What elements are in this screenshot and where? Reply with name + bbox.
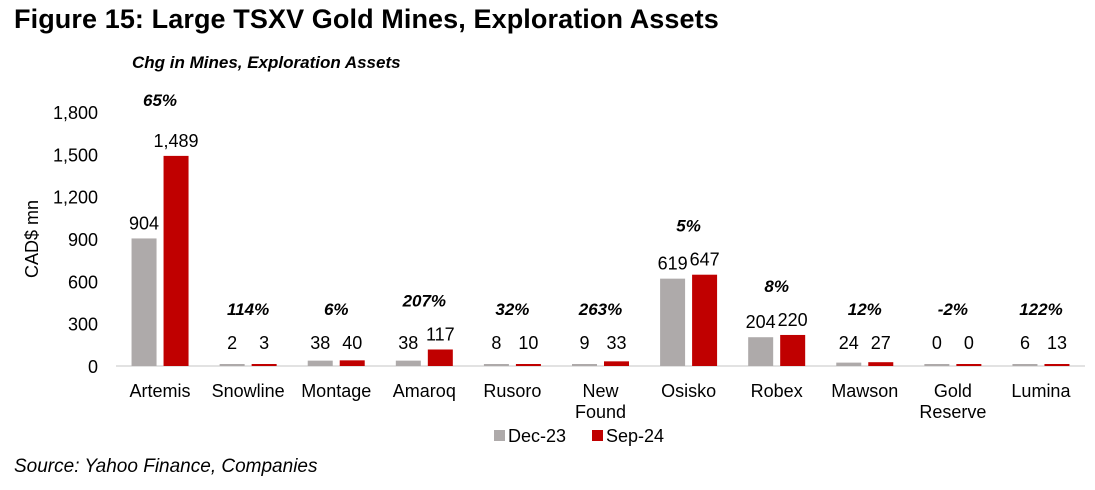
- bar-dec-23-montage: [307, 360, 333, 366]
- x-tick-label: New: [582, 381, 619, 401]
- figure-title: Figure 15: Large TSXV Gold Mines, Explor…: [14, 4, 719, 34]
- x-tick-label: Gold: [934, 381, 972, 401]
- bar-sep-24-artemis: [163, 155, 189, 366]
- data-label: 38: [398, 333, 418, 353]
- change-annotation: -2%: [938, 300, 968, 319]
- x-tick-label: Snowline: [212, 381, 285, 401]
- data-label: 904: [129, 213, 159, 233]
- bar-dec-23-lumina: [1012, 364, 1038, 366]
- bar-dec-23-new-found: [572, 364, 597, 366]
- bar-dec-23-osisko: [660, 278, 686, 366]
- bar-dec-23-artemis: [131, 238, 157, 366]
- y-tick-label: 1,800: [53, 103, 98, 123]
- change-annotation: 12%: [848, 300, 882, 319]
- bar-dec-23-mawson: [836, 362, 862, 366]
- y-tick-label: 900: [68, 230, 98, 250]
- bar-dec-23-robex: [748, 337, 774, 366]
- bar-sep-24-snowline: [251, 364, 277, 366]
- bar-sep-24-lumina: [1044, 364, 1070, 366]
- change-annotation: 114%: [227, 300, 269, 319]
- bar-sep-24-osisko: [692, 274, 718, 366]
- legend-swatch-sep-24: [592, 430, 603, 441]
- x-tick-label: Rusoro: [483, 381, 541, 401]
- y-axis-label: CAD$ mn: [22, 200, 42, 278]
- data-label: 13: [1047, 333, 1067, 353]
- bar-sep-24-new-found: [604, 361, 629, 366]
- x-tick-label: Lumina: [1011, 381, 1071, 401]
- bar-sep-24-gold-reserve: [956, 364, 982, 366]
- legend-label: Dec-23: [508, 426, 566, 446]
- data-label: 0: [964, 333, 974, 353]
- change-annotation: 65%: [143, 91, 177, 110]
- data-label: 1,489: [154, 131, 199, 151]
- bar-dec-23-rusoro: [483, 364, 509, 366]
- data-label: 204: [746, 312, 776, 332]
- data-label: 24: [839, 333, 859, 353]
- change-annotation: 32%: [495, 300, 529, 319]
- x-tick-label: Reserve: [919, 402, 986, 422]
- x-tick-label: Montage: [301, 381, 371, 401]
- data-label: 9: [579, 333, 589, 353]
- data-label: 3: [259, 333, 269, 353]
- x-tick-label: Found: [575, 402, 626, 422]
- data-label: 2: [227, 333, 237, 353]
- bar-sep-24-montage: [339, 360, 365, 366]
- data-label: 117: [426, 324, 455, 344]
- data-label: 10: [518, 333, 538, 353]
- data-label: 33: [606, 333, 626, 353]
- bar-sep-24-rusoro: [515, 364, 541, 366]
- y-tick-label: 1,500: [53, 145, 98, 165]
- data-label: 6: [1020, 333, 1030, 353]
- data-label: 38: [310, 333, 330, 353]
- legend-label: Sep-24: [606, 426, 664, 446]
- y-tick-label: 0: [88, 357, 98, 377]
- bar-sep-24-mawson: [868, 362, 894, 366]
- data-label: 647: [690, 250, 720, 270]
- change-annotation: 8%: [764, 277, 789, 296]
- x-tick-label: Amaroq: [393, 381, 456, 401]
- x-tick-label: Robex: [751, 381, 803, 401]
- legend-swatch-dec-23: [494, 430, 505, 441]
- y-tick-label: 600: [68, 272, 98, 292]
- change-annotation: 263%: [578, 300, 622, 319]
- change-annotation: 6%: [324, 300, 349, 319]
- x-tick-label: Artemis: [130, 381, 191, 401]
- y-tick-label: 300: [68, 315, 98, 335]
- data-label: 0: [932, 333, 942, 353]
- change-annotation: 5%: [676, 217, 701, 236]
- bar-sep-24-amaroq: [427, 349, 453, 366]
- data-label: 619: [658, 254, 688, 274]
- x-tick-label: Mawson: [831, 381, 898, 401]
- data-label: 8: [491, 333, 501, 353]
- data-label: 220: [778, 310, 808, 330]
- bar-sep-24-robex: [780, 334, 806, 366]
- y-tick-label: 1,200: [53, 188, 98, 208]
- change-annotation: 122%: [1019, 300, 1062, 319]
- chart-title: Chg in Mines, Exploration Assets: [132, 53, 401, 72]
- bar-dec-23-gold-reserve: [924, 364, 950, 366]
- change-annotation: 207%: [402, 291, 446, 310]
- data-label: 40: [342, 333, 362, 353]
- bar-dec-23-snowline: [219, 364, 245, 366]
- bar-dec-23-amaroq: [395, 360, 421, 366]
- source-note: Source: Yahoo Finance, Companies: [14, 456, 318, 477]
- data-label: 27: [871, 333, 891, 353]
- x-tick-label: Osisko: [661, 381, 716, 401]
